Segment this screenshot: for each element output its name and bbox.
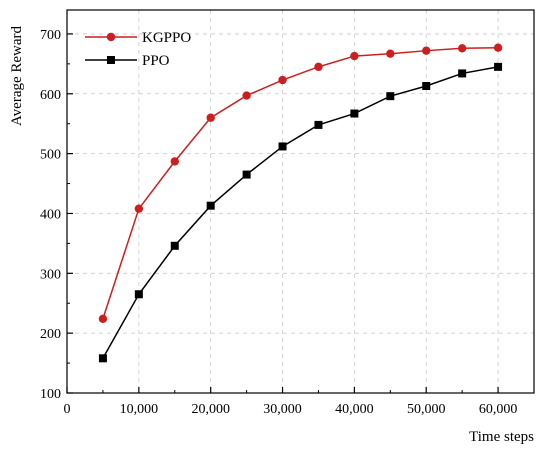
legend-marker-kgppo	[106, 32, 116, 42]
data-point-ppo	[278, 142, 287, 151]
y-tick-label: 600	[40, 88, 61, 103]
y-tick-label: 700	[40, 28, 61, 43]
x-tick-label: 40,000	[335, 402, 374, 417]
data-point-kgppo	[457, 44, 467, 53]
data-point-ppo	[314, 120, 323, 129]
data-point-ppo	[494, 62, 503, 71]
legend-label-ppo: PPO	[142, 53, 170, 69]
grid-lines	[67, 10, 534, 393]
x-tick-label: 60,000	[479, 402, 518, 417]
data-point-kgppo	[98, 314, 108, 323]
x-axis-title: Time steps	[469, 429, 534, 445]
data-point-kgppo	[386, 49, 395, 58]
data-point-ppo	[98, 354, 107, 363]
data-point-kgppo	[314, 62, 323, 72]
axes: 0 10,000 20,000 30,000 40,000 50,000 60,000 100…	[40, 28, 517, 417]
x-tick-label: 50,000	[407, 402, 446, 417]
data-point-kgppo	[350, 51, 359, 61]
y-tick-label: 500	[40, 148, 61, 163]
y-axis-title: Average Reward	[9, 25, 25, 126]
data-point-kgppo	[170, 157, 179, 166]
legend-label-kgppo: KGPPO	[142, 30, 191, 46]
series-line-ppo	[102, 66, 499, 359]
data-point-kgppo	[422, 46, 431, 55]
y-tick-label: 200	[40, 327, 61, 342]
data-point-ppo	[386, 92, 395, 101]
data-point-kgppo	[493, 43, 503, 52]
series-layer	[98, 43, 503, 363]
y-tick-label: 100	[40, 387, 61, 402]
x-tick-label: 20,000	[191, 402, 230, 417]
data-point-ppo	[134, 290, 143, 299]
data-point-kgppo	[242, 91, 251, 100]
data-point-ppo	[458, 69, 467, 78]
plot-frame	[66, 9, 535, 394]
x-tick-label: 10,000	[120, 402, 159, 417]
legend-marker-ppo	[107, 56, 115, 64]
data-point-ppo	[422, 82, 431, 91]
y-tick-label: 400	[40, 207, 61, 222]
data-point-kgppo	[134, 204, 144, 213]
y-tick-label: 300	[40, 267, 61, 282]
series-line-kgppo	[102, 46, 499, 320]
data-point-kgppo	[278, 75, 287, 85]
legend: KGPPO PPO	[85, 30, 191, 69]
data-point-kgppo	[206, 113, 215, 122]
x-tick-label: 0	[64, 402, 71, 417]
x-tick-label: 30,000	[263, 402, 302, 417]
data-point-ppo	[242, 170, 251, 179]
data-point-ppo	[350, 109, 359, 118]
data-point-ppo	[206, 201, 215, 210]
data-point-ppo	[170, 241, 179, 250]
